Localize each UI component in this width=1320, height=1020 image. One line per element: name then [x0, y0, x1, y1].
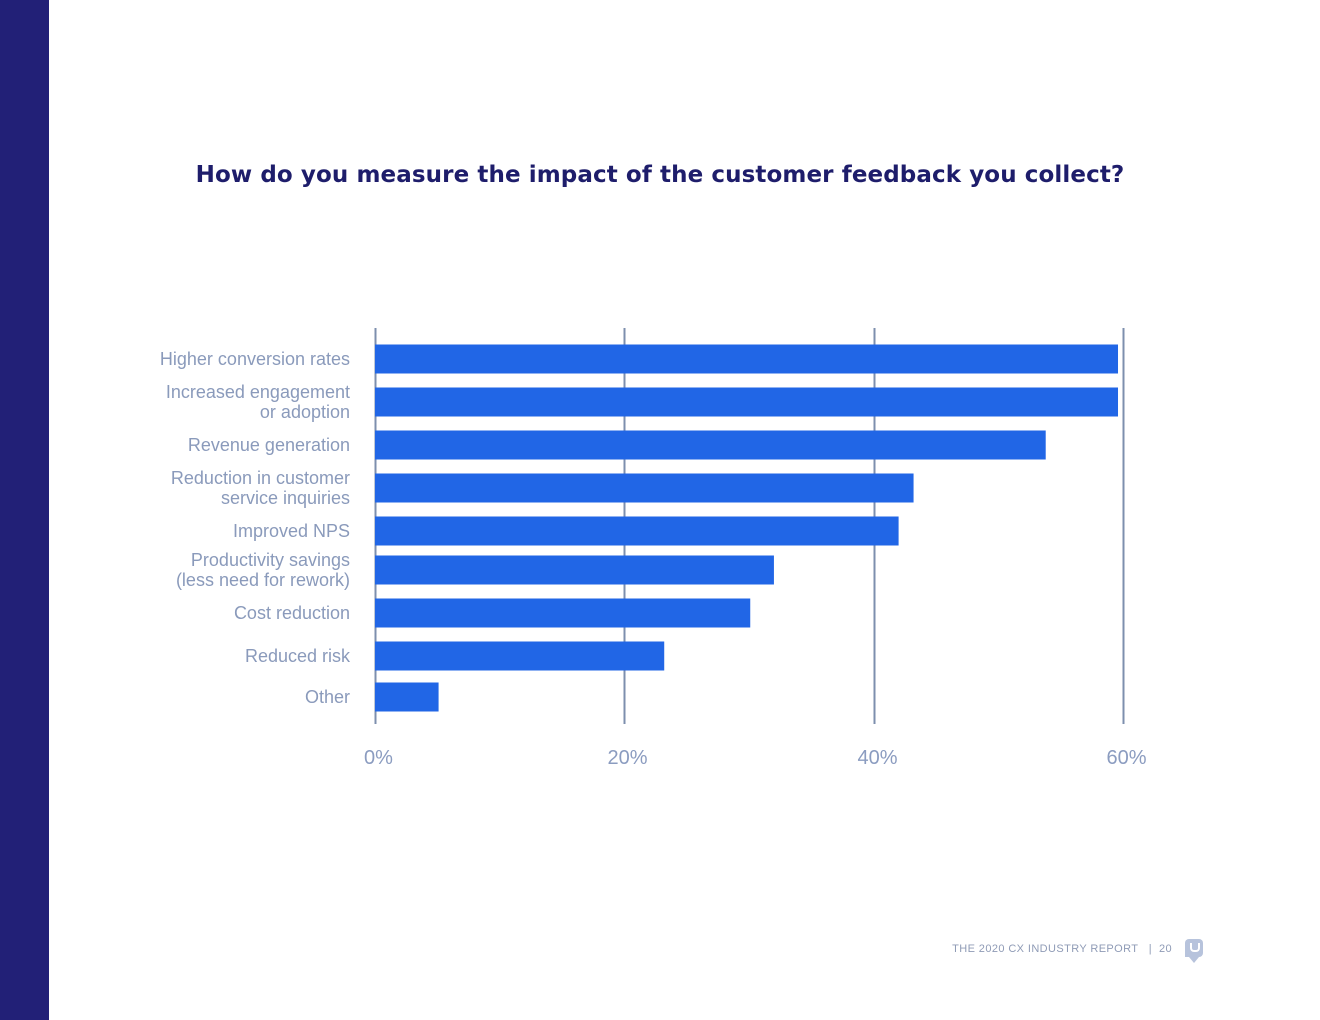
bar: [375, 555, 774, 585]
category-label: Other: [305, 687, 350, 707]
bar: [375, 473, 914, 503]
x-tick-label: 20%: [607, 747, 647, 769]
category-labels: Higher conversion rates Increased engagem…: [160, 349, 351, 707]
category-label: Revenue generation: [188, 435, 350, 455]
page-number: 20: [1158, 943, 1172, 955]
x-tick-label: 40%: [857, 747, 897, 769]
category-label: Higher conversion rates: [160, 349, 350, 369]
category-label: Reduced risk: [245, 646, 351, 666]
category-label: Cost reduction: [234, 603, 350, 623]
x-tick-labels: 0% 20% 40% 60%: [364, 747, 1147, 769]
bar: [375, 598, 751, 628]
bars: [375, 344, 1119, 712]
bar: [375, 641, 665, 671]
category-label: Reduction in customer service inquiries: [171, 468, 350, 508]
x-tick-label: 0%: [364, 747, 393, 769]
bar: [375, 682, 439, 712]
footer-text: THE 2020 CX INDUSTRY REPORT | 20: [952, 943, 1172, 955]
usabilla-logo-icon: [1185, 939, 1203, 963]
chart-title: How do you measure the impact of the cus…: [195, 162, 1125, 188]
footer: THE 2020 CX INDUSTRY REPORT | 20: [900, 939, 1212, 965]
footer-report-title: THE 2020 CX INDUSTRY REPORT: [952, 943, 1139, 955]
bar: [375, 387, 1119, 417]
category-label: Productivity savings (less need for rewor…: [176, 550, 350, 590]
x-tick-label: 60%: [1106, 747, 1146, 769]
category-label: Increased engagement or adoption: [166, 382, 350, 422]
footer-separator: |: [1148, 943, 1153, 955]
bar: [375, 430, 1046, 460]
category-label: Improved NPS: [233, 521, 350, 541]
bar: [375, 344, 1119, 374]
side-band: [0, 0, 49, 1020]
bar: [375, 516, 899, 546]
